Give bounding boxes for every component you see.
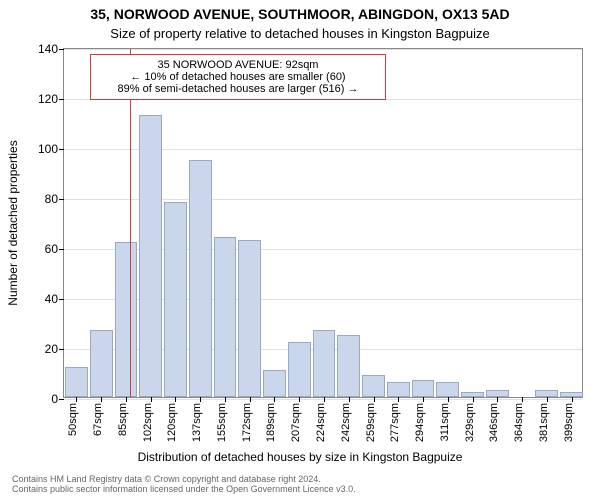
histogram-bar [115, 242, 138, 397]
x-tick [151, 397, 152, 402]
y-axis-label: Number of detached properties [6, 140, 20, 305]
x-tick [101, 397, 102, 402]
footnote-line: Contains public sector information licen… [12, 484, 356, 494]
x-tick-label: 207sqm [290, 403, 302, 442]
x-tick-label: 294sqm [414, 403, 426, 442]
x-tick-label: 399sqm [563, 403, 575, 442]
x-tick [547, 397, 548, 402]
footnote-line: Contains HM Land Registry data © Crown c… [12, 474, 356, 484]
reference-line [130, 49, 131, 397]
gridline [64, 399, 582, 400]
histogram-bar [412, 380, 435, 398]
x-tick-label: 155sqm [216, 403, 228, 442]
x-tick [324, 397, 325, 402]
x-tick [572, 397, 573, 402]
x-tick [423, 397, 424, 402]
chart-subtitle: Size of property relative to detached ho… [0, 26, 600, 41]
x-tick [522, 397, 523, 402]
x-tick-label: 346sqm [488, 403, 500, 442]
histogram-bar [313, 330, 336, 398]
y-tick-label: 80 [45, 192, 64, 206]
histogram-bar [535, 390, 558, 398]
annotation-line: 35 NORWOOD AVENUE: 92sqm [99, 59, 377, 71]
histogram-bar [164, 202, 187, 397]
histogram-bar [337, 335, 360, 398]
x-tick-label: 242sqm [340, 403, 352, 442]
x-tick-label: 67sqm [92, 403, 104, 436]
gridline [64, 49, 582, 50]
y-tick-label: 40 [45, 292, 64, 306]
property-annotation: 35 NORWOOD AVENUE: 92sqm← 10% of detache… [90, 54, 386, 100]
x-tick [473, 397, 474, 402]
x-tick-label: 172sqm [241, 403, 253, 442]
copyright-footnote: Contains HM Land Registry data © Crown c… [12, 474, 356, 494]
histogram-bar [263, 370, 286, 398]
y-tick-label: 100 [38, 142, 64, 156]
annotation-line: ← 10% of detached houses are smaller (60… [99, 71, 377, 83]
x-tick [349, 397, 350, 402]
x-tick-label: 120sqm [166, 403, 178, 442]
x-tick-label: 102sqm [142, 403, 154, 442]
histogram-bar [65, 367, 88, 397]
histogram-bar [288, 342, 311, 397]
histogram-bar [362, 375, 385, 398]
x-tick [374, 397, 375, 402]
x-tick-label: 277sqm [389, 403, 401, 442]
x-tick-label: 259sqm [365, 403, 377, 442]
x-axis-label: Distribution of detached houses by size … [0, 450, 600, 464]
x-tick-label: 224sqm [315, 403, 327, 442]
x-tick [225, 397, 226, 402]
histogram-bar [238, 240, 261, 398]
x-tick [250, 397, 251, 402]
chart-title-address: 35, NORWOOD AVENUE, SOUTHMOOR, ABINGDON,… [0, 6, 600, 22]
x-tick-label: 189sqm [265, 403, 277, 442]
plot-area: 02040608010012014050sqm67sqm85sqm102sqm1… [63, 48, 583, 398]
histogram-bar [436, 382, 459, 397]
y-tick-label: 20 [45, 342, 64, 356]
x-tick [175, 397, 176, 402]
y-tick-label: 60 [45, 242, 64, 256]
x-tick [497, 397, 498, 402]
property-size-chart: 35, NORWOOD AVENUE, SOUTHMOOR, ABINGDON,… [0, 0, 600, 500]
histogram-bar [387, 382, 410, 397]
x-tick-label: 50sqm [67, 403, 79, 436]
y-tick-label: 0 [51, 392, 64, 406]
x-tick-label: 137sqm [191, 403, 203, 442]
x-tick-label: 364sqm [513, 403, 525, 442]
x-tick [398, 397, 399, 402]
x-tick-label: 329sqm [464, 403, 476, 442]
x-tick [274, 397, 275, 402]
x-tick [200, 397, 201, 402]
x-tick [448, 397, 449, 402]
x-tick-label: 381sqm [538, 403, 550, 442]
x-tick [126, 397, 127, 402]
histogram-bar [486, 390, 509, 398]
histogram-bar [214, 237, 237, 397]
histogram-bar [189, 160, 212, 398]
y-tick-label: 120 [38, 92, 64, 106]
histogram-bar [139, 115, 162, 398]
y-tick-label: 140 [38, 42, 64, 56]
x-tick [299, 397, 300, 402]
histogram-bar [90, 330, 113, 398]
annotation-line: 89% of semi-detached houses are larger (… [99, 83, 377, 95]
x-tick-label: 311sqm [439, 403, 451, 441]
x-tick-label: 85sqm [117, 403, 129, 436]
x-tick [76, 397, 77, 402]
